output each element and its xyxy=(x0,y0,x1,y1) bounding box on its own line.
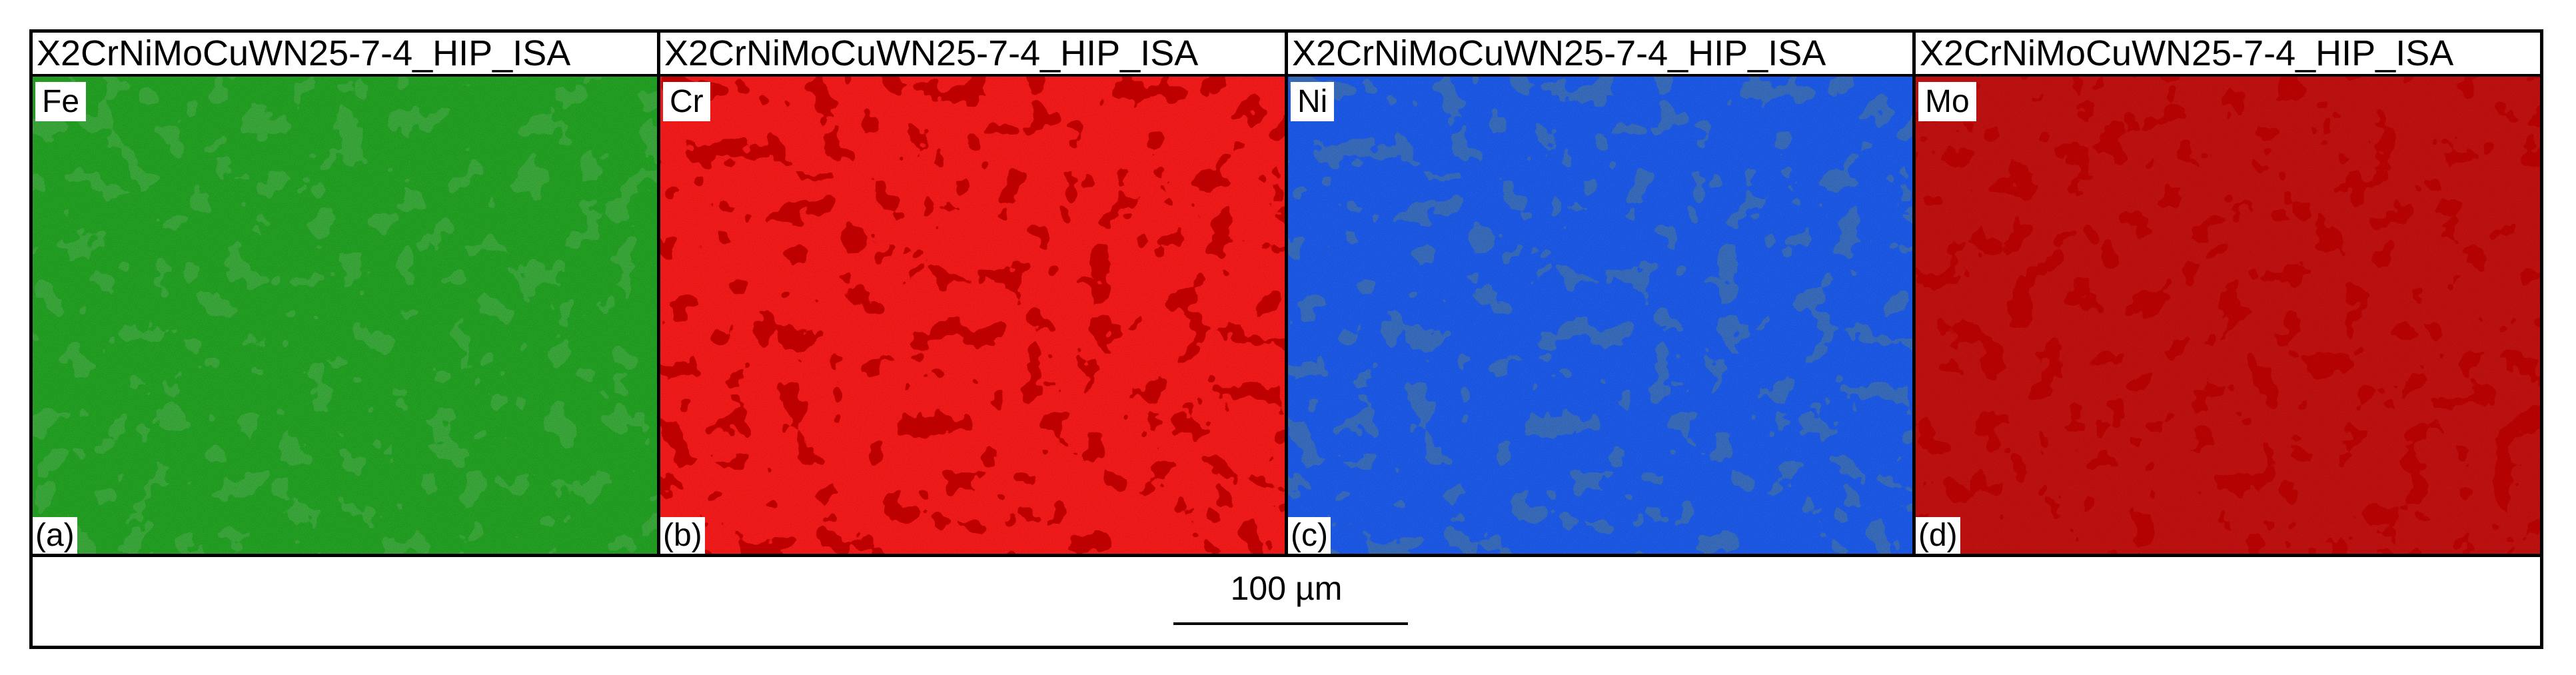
panel-label: (a) xyxy=(33,517,77,554)
map-texture xyxy=(1916,77,2540,554)
element-label: Mo xyxy=(1918,82,1976,121)
element-map: Fe (a) xyxy=(33,77,657,554)
panel: X2CrNiMoCuWN25-7-4_HIP_ISA Mo (d) xyxy=(1912,33,2540,554)
map-grain xyxy=(660,77,1285,554)
element-map: Cr (b) xyxy=(660,77,1285,554)
panel-row: X2CrNiMoCuWN25-7-4_HIP_ISA Fe (a) X2CrNi… xyxy=(33,33,2540,557)
panel-label: (d) xyxy=(1916,517,1960,554)
element-label: Ni xyxy=(1291,82,1335,121)
scale-bar xyxy=(1173,622,1408,625)
map-grain xyxy=(1288,77,1912,554)
element-map: Mo (d) xyxy=(1916,77,2540,554)
map-texture xyxy=(660,77,1285,554)
panel: X2CrNiMoCuWN25-7-4_HIP_ISA Fe (a) xyxy=(33,33,657,554)
element-map: Ni (c) xyxy=(1288,77,1912,554)
panel: X2CrNiMoCuWN25-7-4_HIP_ISA Ni (c) xyxy=(1285,33,1912,554)
panel-label: (c) xyxy=(1288,517,1331,554)
panel-title: X2CrNiMoCuWN25-7-4_HIP_ISA xyxy=(33,33,657,77)
panel: X2CrNiMoCuWN25-7-4_HIP_ISA Cr (b) xyxy=(657,33,1285,554)
panel-title: X2CrNiMoCuWN25-7-4_HIP_ISA xyxy=(1916,33,2540,77)
panel-title: X2CrNiMoCuWN25-7-4_HIP_ISA xyxy=(660,33,1285,77)
scale-bar-label: 100 µm xyxy=(1230,570,1343,607)
map-texture xyxy=(33,77,657,554)
map-texture xyxy=(1288,77,1912,554)
map-grain xyxy=(33,77,657,554)
panel-title: X2CrNiMoCuWN25-7-4_HIP_ISA xyxy=(1288,33,1912,77)
panel-label: (b) xyxy=(660,517,705,554)
element-label: Fe xyxy=(35,82,87,121)
figure: X2CrNiMoCuWN25-7-4_HIP_ISA Fe (a) X2CrNi… xyxy=(29,29,2543,649)
element-label: Cr xyxy=(663,82,710,121)
map-grain xyxy=(1916,77,2540,554)
scale-area: 100 µm xyxy=(33,557,2540,649)
